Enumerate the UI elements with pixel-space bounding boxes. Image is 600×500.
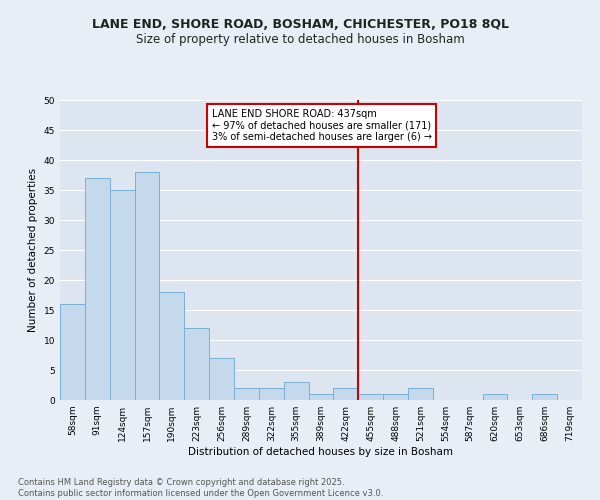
- Bar: [85, 178, 110, 400]
- Bar: [60, 304, 85, 400]
- Bar: [184, 328, 209, 400]
- Text: Size of property relative to detached houses in Bosham: Size of property relative to detached ho…: [136, 32, 464, 46]
- Bar: [408, 388, 433, 400]
- Bar: [334, 388, 358, 400]
- Bar: [110, 190, 134, 400]
- Bar: [209, 358, 234, 400]
- Bar: [134, 172, 160, 400]
- Bar: [259, 388, 284, 400]
- X-axis label: Distribution of detached houses by size in Bosham: Distribution of detached houses by size …: [188, 447, 454, 457]
- Bar: [160, 292, 184, 400]
- Bar: [284, 382, 308, 400]
- Bar: [308, 394, 334, 400]
- Bar: [482, 394, 508, 400]
- Y-axis label: Number of detached properties: Number of detached properties: [28, 168, 38, 332]
- Text: LANE END, SHORE ROAD, BOSHAM, CHICHESTER, PO18 8QL: LANE END, SHORE ROAD, BOSHAM, CHICHESTER…: [91, 18, 509, 30]
- Bar: [532, 394, 557, 400]
- Bar: [383, 394, 408, 400]
- Bar: [234, 388, 259, 400]
- Text: Contains HM Land Registry data © Crown copyright and database right 2025.
Contai: Contains HM Land Registry data © Crown c…: [18, 478, 383, 498]
- Text: LANE END SHORE ROAD: 437sqm
← 97% of detached houses are smaller (171)
3% of sem: LANE END SHORE ROAD: 437sqm ← 97% of det…: [212, 109, 431, 142]
- Bar: [358, 394, 383, 400]
